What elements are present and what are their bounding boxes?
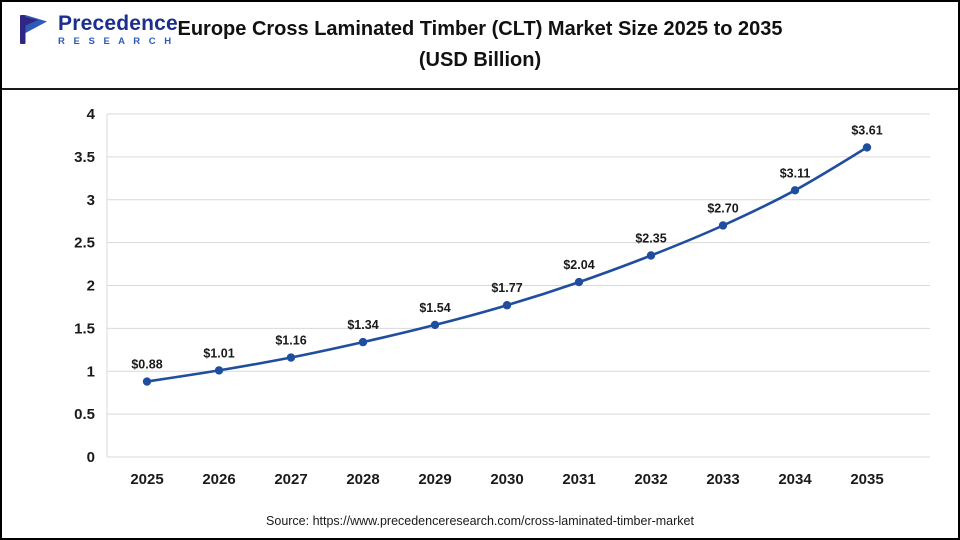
y-axis-tick-label: 0.5 — [74, 406, 95, 423]
data-point-label: $3.61 — [851, 123, 882, 137]
precedence-logo-icon — [20, 15, 47, 44]
line-chart: 0 0.5 1 1.5 2 2.5 3 3.5 4 2025 2026 2027 2028 2029 203… — [74, 106, 930, 488]
data-point-marker — [358, 337, 368, 347]
x-axis-tick-label: 2028 — [346, 471, 379, 488]
x-axis-tick-label: 2032 — [634, 471, 667, 488]
x-axis-tick-label: 2026 — [202, 471, 235, 488]
header: Precedence R E S E A R C H Europe Cross … — [2, 2, 958, 90]
data-point-label: $3.11 — [780, 166, 811, 180]
data-point-marker — [646, 251, 656, 260]
x-axis-tick-label: 2034 — [778, 471, 812, 488]
data-point-marker — [790, 186, 800, 195]
page-title: Europe Cross Laminated Timber (CLT) Mark… — [177, 18, 783, 71]
data-point-label: $1.54 — [419, 301, 450, 315]
x-axis-tick-label: 2033 — [706, 471, 739, 488]
data-point-marker — [718, 221, 728, 230]
x-axis-tick-label: 2029 — [418, 471, 451, 488]
x-axis-tick-label: 2025 — [130, 471, 163, 488]
data-point-marker — [142, 377, 152, 386]
y-axis-tick-label: 2.5 — [74, 235, 95, 252]
data-point-label: $2.70 — [707, 201, 738, 215]
x-axis-tick-label: 2030 — [490, 471, 523, 488]
data-point-label: $1.34 — [347, 318, 378, 332]
data-point-marker — [502, 301, 512, 310]
y-axis-tick-label: 3.5 — [74, 149, 95, 166]
y-axis-tick-label: 2 — [87, 278, 95, 295]
data-point-label: $1.77 — [491, 281, 522, 295]
y-axis-tick-label: 1 — [87, 363, 95, 380]
data-point-marker — [574, 277, 584, 287]
x-axis-tick-label: 2027 — [274, 471, 307, 488]
source-text: Source: https://www.precedenceresearch.c… — [266, 514, 694, 528]
data-point-label: $2.04 — [563, 258, 594, 272]
x-axis-tick-label: 2031 — [562, 471, 595, 488]
chart-area: 0 0.5 1 1.5 2 2.5 3 3.5 4 2025 2026 2027 2028 2029 203… — [2, 92, 958, 494]
data-point-marker — [862, 143, 872, 152]
data-point-label: $2.35 — [635, 231, 666, 245]
data-point-label: $0.88 — [131, 358, 162, 372]
y-axis-tick-label: 1.5 — [74, 320, 95, 337]
data-point-marker — [214, 366, 224, 375]
market-size-line — [145, 146, 869, 383]
data-point-label: $1.01 — [203, 346, 234, 360]
y-axis-tick-label: 0 — [87, 449, 95, 466]
brand-name: Precedence — [58, 11, 178, 35]
brand-logo: Precedence R E S E A R C H — [16, 12, 178, 48]
brand-text: Precedence R E S E A R C H — [58, 11, 178, 48]
y-axis-tick-label: 3 — [87, 192, 95, 209]
brand-subtitle: R E S E A R C H — [58, 36, 175, 48]
data-point-label: $1.16 — [275, 334, 306, 348]
y-axis-tick-label: 4 — [87, 106, 96, 123]
footer: Source: https://www.precedenceresearch.c… — [2, 514, 958, 528]
data-point-marker — [286, 353, 296, 362]
data-point-marker — [430, 320, 440, 330]
x-axis-tick-label: 2035 — [850, 471, 883, 488]
